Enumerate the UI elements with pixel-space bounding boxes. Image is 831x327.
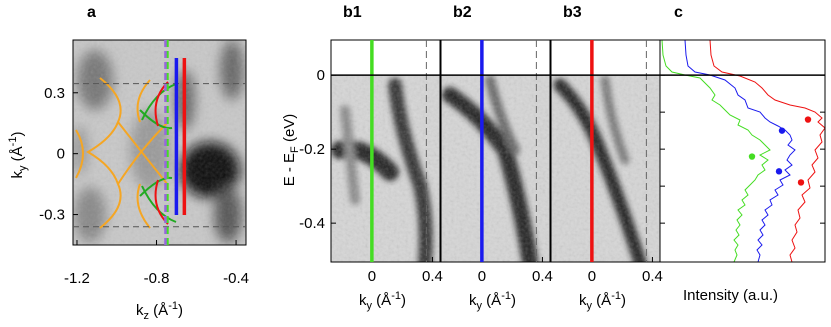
axis-label-part: ) [178, 302, 183, 319]
y-tick-label: 0 [57, 146, 65, 163]
panel-label: b1 [343, 4, 362, 21]
peak-marker [748, 153, 756, 160]
axis-label-part: ) [9, 132, 26, 137]
axis-label: ky (Å-1) [579, 290, 626, 312]
panel-label: a [87, 4, 96, 21]
panel-frame [330, 39, 441, 263]
axis-label-part: (Å [149, 302, 168, 319]
panel-label: b2 [453, 4, 472, 21]
axis-label-part: -1 [501, 290, 511, 302]
y-tick-label: -0.3 [39, 207, 65, 224]
panel-label: c [674, 4, 683, 21]
y-tick-label: 0.3 [44, 85, 65, 102]
peak-marker [797, 179, 805, 186]
axis-label-part: ) [401, 292, 406, 309]
axis-label: ky (Å-1) [7, 132, 29, 179]
x-tick-label: 0.4 [422, 268, 443, 285]
axis-label-part: E - E [281, 153, 298, 186]
axis-label-part: F [289, 146, 301, 153]
axis-label-part: y [587, 300, 593, 312]
y-tick-label: -0.4 [299, 215, 325, 232]
axis-label-part: -1 [168, 300, 178, 312]
axis-label-part: y [367, 300, 373, 312]
axis-label-part: z [144, 310, 150, 322]
y-tick-label: 0 [317, 67, 325, 84]
axis-label-part: (Å [9, 146, 26, 165]
axis-label-part: k [9, 170, 26, 178]
axis-label: Intensity (a.u.) [683, 287, 778, 304]
x-tick-label: 0 [588, 268, 596, 285]
map-image [73, 40, 246, 245]
panel-frame [72, 39, 247, 246]
axis-label: kz (Å-1) [136, 300, 183, 322]
peak-marker [775, 168, 783, 175]
axis-label-part: -1 [611, 290, 621, 302]
axis-label: E - EF (eV) [281, 114, 301, 187]
axis-label-part: ) [511, 292, 516, 309]
cut-image [441, 40, 550, 262]
cut-image [331, 40, 440, 262]
axis-label-part: (eV) [281, 114, 298, 147]
peak-marker [804, 116, 812, 123]
x-tick-label: 0.4 [642, 268, 663, 285]
axis-label: ky (Å-1) [469, 290, 516, 312]
axis-label-part: k [359, 292, 367, 309]
axis-label-part: -1 [391, 290, 401, 302]
cut-image [551, 40, 660, 262]
panel-label: b3 [563, 4, 582, 21]
x-tick-label: 0 [368, 268, 376, 285]
axis-label-part: (Å [372, 292, 391, 309]
x-tick-label: 0 [478, 268, 486, 285]
x-tick-label: 0.4 [532, 268, 553, 285]
panel-frame [659, 39, 826, 263]
axis-label-part: k [136, 302, 144, 319]
x-tick-label: -0.4 [223, 270, 249, 287]
edc-curves [661, 39, 826, 263]
axis-label-part: (Å [592, 292, 611, 309]
axis-label-part: -1 [7, 137, 19, 147]
x-tick-label: -0.8 [144, 270, 170, 287]
axis-label-part: y [477, 300, 483, 312]
axis-label: ky (Å-1) [359, 290, 406, 312]
panel-frame [440, 39, 551, 263]
axis-label-part: y [17, 165, 29, 171]
axis-label-part: (Å [482, 292, 501, 309]
peak-marker [778, 127, 786, 134]
axis-label-part: k [579, 292, 587, 309]
axis-label-part: ) [621, 292, 626, 309]
axis-label-part: k [469, 292, 477, 309]
x-tick-label: -1.2 [64, 270, 90, 287]
y-tick-label: -0.2 [299, 141, 325, 158]
